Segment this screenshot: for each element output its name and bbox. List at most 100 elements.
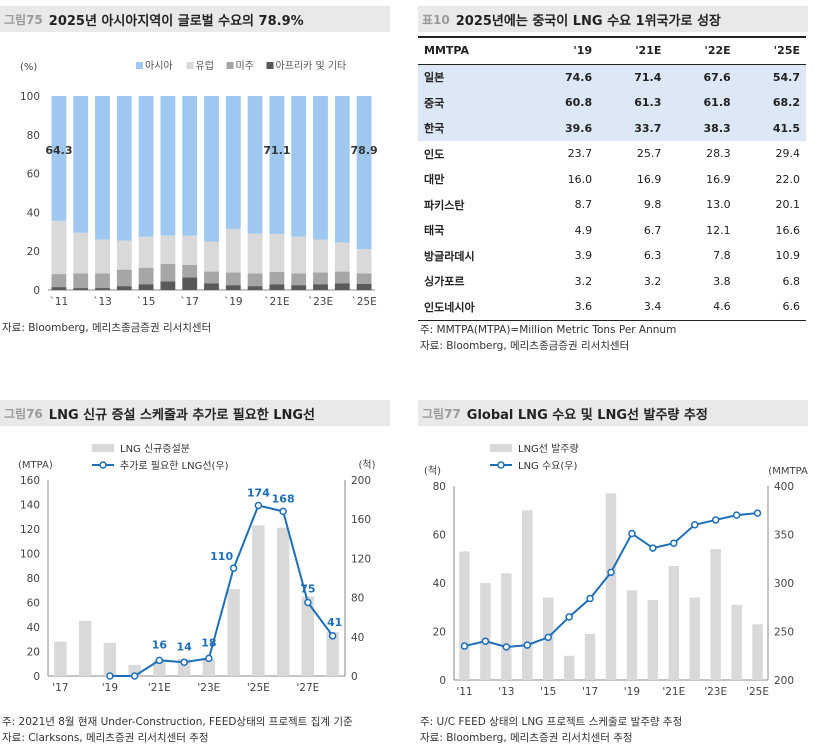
x-tick-label: '17 bbox=[52, 682, 68, 694]
data-label: 64.3 bbox=[45, 144, 72, 157]
bar bbox=[480, 583, 491, 680]
bar bbox=[301, 596, 315, 676]
bar-segment bbox=[356, 249, 372, 274]
line-marker bbox=[753, 509, 762, 517]
table-cell: 41.5 bbox=[736, 115, 806, 141]
bar bbox=[78, 620, 92, 676]
bar bbox=[689, 597, 700, 680]
table-cell: 12.1 bbox=[706, 223, 731, 237]
right-tick-label: 0 bbox=[351, 671, 358, 683]
bar bbox=[252, 525, 265, 676]
data-label: 168 bbox=[272, 492, 295, 505]
table-cell: 20.1 bbox=[775, 198, 801, 212]
x-tick-label: '25E bbox=[746, 686, 769, 698]
bar bbox=[103, 642, 117, 676]
bar bbox=[522, 510, 533, 680]
source-note: 자료: Bloomberg, 메리츠종금증권 리서치센터 bbox=[420, 340, 630, 352]
line-marker bbox=[130, 672, 139, 680]
bar-segment bbox=[51, 287, 67, 290]
line-marker bbox=[180, 658, 188, 667]
line-marker bbox=[586, 594, 594, 603]
line-marker bbox=[229, 564, 238, 572]
right-tick-label: 300 bbox=[774, 578, 794, 590]
panel-lng-capacity: 그림76 LNG 신규 증설 스케줄과 추가로 필요한 LNG선 (MTPA)(… bbox=[0, 400, 390, 747]
bar-segment bbox=[73, 232, 89, 274]
x-tick-label: '13 bbox=[498, 686, 514, 698]
data-label: 75 bbox=[300, 583, 315, 596]
table-cell: 61.3 bbox=[598, 90, 668, 116]
bar-segment bbox=[356, 273, 372, 284]
bar-segment bbox=[291, 285, 307, 290]
line-marker bbox=[711, 516, 720, 524]
bar-segment bbox=[204, 241, 219, 272]
column-header: '25E bbox=[736, 36, 806, 65]
line-marker bbox=[523, 641, 532, 649]
x-tick-label: `11 bbox=[50, 296, 69, 308]
bar-segment bbox=[247, 273, 263, 287]
table-cell: 방글라데시 bbox=[424, 249, 475, 263]
left-tick-label: 140 bbox=[20, 500, 40, 512]
bar-segment bbox=[356, 283, 372, 290]
legend-label: LNG 신규증설분 bbox=[120, 443, 190, 455]
bar-segment bbox=[291, 236, 307, 274]
table-cell: 3.9 bbox=[574, 249, 593, 263]
line-marker bbox=[628, 529, 636, 538]
table-cell: 6.8 bbox=[782, 274, 801, 288]
right-tick-label: 200 bbox=[351, 475, 371, 487]
line-marker bbox=[106, 672, 114, 680]
panel-header: 그림75 2025년 아시아지역이 글로벌 수요의 78.9% bbox=[0, 6, 390, 32]
data-label: 18 bbox=[201, 636, 216, 649]
line-marker bbox=[279, 507, 287, 516]
right-tick-label: 120 bbox=[351, 553, 371, 565]
x-tick-label: '23E bbox=[197, 682, 220, 694]
bar-segment bbox=[247, 96, 263, 234]
table-row: 한국 39.6 33.7 38.3 41.5 bbox=[418, 115, 806, 141]
bar bbox=[668, 566, 680, 680]
panel-title: Global LNG 수요 및 LNG선 발주량 추정 bbox=[466, 407, 708, 423]
table-cell: 7.8 bbox=[713, 249, 731, 263]
bar-segment bbox=[182, 264, 198, 278]
bar-segment bbox=[269, 233, 285, 272]
line-marker bbox=[460, 642, 469, 650]
x-tick-label: '23E bbox=[704, 686, 727, 698]
table-cell: 16.9 bbox=[636, 172, 662, 186]
x-tick-label: `13 bbox=[93, 296, 112, 308]
panel-title: 2025년에는 중국이 LNG 수요 1위국가로 성장 bbox=[455, 13, 721, 29]
table-cell: 파키스탄 bbox=[424, 198, 465, 212]
table-cell: 6.6 bbox=[736, 294, 806, 321]
table-cell: 16.0 bbox=[567, 172, 593, 186]
line-marker bbox=[544, 633, 552, 642]
data-label: 14 bbox=[176, 640, 192, 653]
table-cell: 6.3 bbox=[643, 249, 662, 263]
bar-segment bbox=[334, 242, 350, 272]
bar-segment bbox=[182, 277, 198, 290]
left-axis-unit: (MTPA) bbox=[18, 460, 53, 471]
table-cell: 3.6 bbox=[528, 294, 599, 321]
table-cell: 13.0 bbox=[706, 198, 731, 212]
bar-segment bbox=[291, 96, 307, 237]
line-marker bbox=[502, 643, 511, 651]
table-row: 중국 60.8 61.3 61.8 68.2 bbox=[418, 90, 806, 116]
bar-segment bbox=[225, 285, 241, 290]
table-row: 태국 4.9 6.7 12.1 16.6 bbox=[418, 218, 806, 244]
table-cell: 일본 bbox=[418, 64, 529, 90]
legend-marker bbox=[497, 461, 505, 469]
bar bbox=[501, 573, 512, 680]
bar-segment bbox=[269, 96, 285, 234]
bar-segment bbox=[116, 269, 132, 287]
bar-segment bbox=[182, 235, 198, 265]
left-tick-label: 20 bbox=[433, 627, 446, 639]
panel-title: 2025년 아시아지역이 글로벌 수요의 78.9% bbox=[48, 13, 304, 29]
data-label: 16 bbox=[152, 638, 168, 651]
y-axis-unit: (%) bbox=[20, 62, 37, 73]
table-cell: 33.7 bbox=[598, 115, 668, 141]
left-tick-label: 80 bbox=[433, 481, 446, 493]
table-cell: 중국 bbox=[418, 90, 529, 116]
legend-swatch bbox=[226, 62, 234, 69]
bar-segment bbox=[116, 286, 132, 290]
line-marker bbox=[565, 613, 573, 621]
x-tick-label: '21E bbox=[148, 682, 171, 694]
data-label: 174 bbox=[247, 486, 270, 499]
bar-segment bbox=[313, 272, 328, 285]
x-tick-label: `19 bbox=[224, 296, 243, 308]
